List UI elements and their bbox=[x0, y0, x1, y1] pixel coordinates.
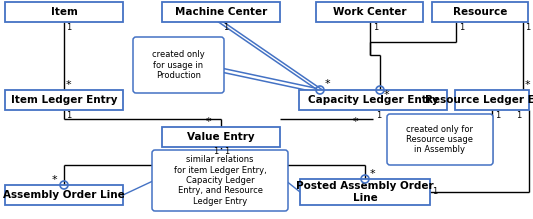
Text: created only
for usage in
Production: created only for usage in Production bbox=[152, 50, 205, 80]
Text: Item: Item bbox=[51, 7, 77, 17]
Text: 1: 1 bbox=[525, 23, 530, 32]
Text: *: * bbox=[206, 117, 212, 127]
Text: Item Ledger Entry: Item Ledger Entry bbox=[11, 95, 117, 105]
FancyBboxPatch shape bbox=[5, 90, 123, 110]
FancyBboxPatch shape bbox=[5, 2, 123, 22]
Text: Posted Assembly Order
Line: Posted Assembly Order Line bbox=[296, 181, 434, 203]
FancyBboxPatch shape bbox=[300, 179, 430, 205]
Text: *: * bbox=[525, 80, 531, 90]
Text: created only for
Resource usage
in Assembly: created only for Resource usage in Assem… bbox=[407, 125, 473, 154]
FancyBboxPatch shape bbox=[299, 90, 447, 110]
Text: *: * bbox=[325, 79, 330, 89]
FancyBboxPatch shape bbox=[316, 2, 423, 22]
Text: Resource Ledger Entry: Resource Ledger Entry bbox=[425, 95, 533, 105]
Text: 1: 1 bbox=[224, 148, 229, 157]
Text: Machine Center: Machine Center bbox=[175, 7, 267, 17]
Text: Resource: Resource bbox=[453, 7, 507, 17]
Text: Value Entry: Value Entry bbox=[187, 132, 255, 142]
Text: 1: 1 bbox=[495, 111, 500, 120]
Text: *: * bbox=[384, 90, 390, 100]
Text: similar relations
for item Ledger Entry,
Capacity Ledger
Entry, and Resource
Led: similar relations for item Ledger Entry,… bbox=[174, 155, 266, 206]
Text: 1: 1 bbox=[516, 111, 521, 120]
FancyBboxPatch shape bbox=[162, 2, 280, 22]
FancyBboxPatch shape bbox=[5, 185, 123, 205]
Text: 1: 1 bbox=[376, 111, 381, 120]
Text: 1: 1 bbox=[373, 23, 378, 32]
Text: *: * bbox=[52, 175, 58, 185]
FancyBboxPatch shape bbox=[162, 127, 280, 147]
Text: *: * bbox=[353, 117, 359, 127]
FancyBboxPatch shape bbox=[432, 2, 528, 22]
Text: 1: 1 bbox=[213, 148, 218, 157]
FancyBboxPatch shape bbox=[455, 90, 529, 110]
Text: 1: 1 bbox=[66, 23, 71, 32]
Text: 1: 1 bbox=[432, 187, 437, 196]
FancyBboxPatch shape bbox=[133, 37, 224, 93]
FancyBboxPatch shape bbox=[152, 150, 288, 211]
Text: Capacity Ledger Entry: Capacity Ledger Entry bbox=[308, 95, 438, 105]
Text: *: * bbox=[370, 169, 376, 179]
Text: Assembly Order Line: Assembly Order Line bbox=[3, 190, 125, 200]
Text: *: * bbox=[66, 80, 71, 90]
FancyBboxPatch shape bbox=[387, 114, 493, 165]
Text: Work Center: Work Center bbox=[333, 7, 406, 17]
Text: 1: 1 bbox=[223, 23, 228, 32]
Text: 1: 1 bbox=[66, 111, 71, 120]
Text: 1: 1 bbox=[459, 23, 464, 32]
